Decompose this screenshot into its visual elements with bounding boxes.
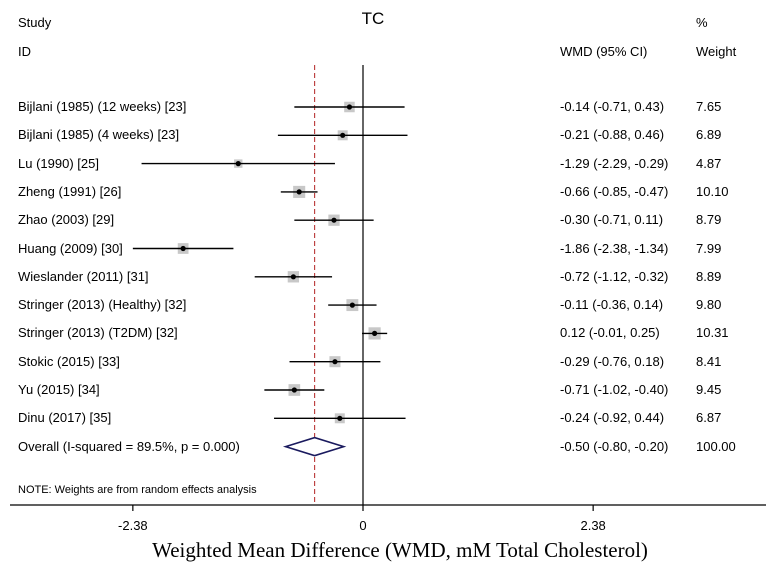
study-ci-text: -0.11 (-0.36, 0.14) <box>560 297 664 313</box>
study-label: Zhao (2003) [29] <box>18 212 115 228</box>
study-label: Wieslander (2011) [31] <box>18 268 149 284</box>
overall-weight-text: 100.00 <box>696 438 736 454</box>
study-weight-text: 10.31 <box>696 325 729 341</box>
study-ci-text: 0.12 (-0.01, 0.25) <box>560 325 660 341</box>
study-point <box>349 302 355 308</box>
study-weight-text: 8.89 <box>696 268 722 284</box>
study-ci-text: -0.24 (-0.92, 0.44) <box>560 410 665 426</box>
study-weight-text: 10.10 <box>696 183 729 199</box>
x-tick-label: -2.38 <box>118 518 148 533</box>
study-ci-text: -0.21 (-0.88, 0.46) <box>560 127 665 143</box>
header-pct: % <box>696 15 708 30</box>
header-weight: Weight <box>696 44 737 59</box>
overall-diamond <box>282 436 347 457</box>
study-label: Lu (1990) [25] <box>18 155 99 171</box>
study-ci-text: -0.29 (-0.76, 0.18) <box>560 353 665 369</box>
study-label: Bijlani (1985) (4 weeks) [23] <box>18 127 180 143</box>
study-point <box>331 217 337 223</box>
overall-label: Overall (I-squared = 89.5%, p = 0.000) <box>18 438 240 454</box>
x-tick-label: 2.38 <box>580 518 606 533</box>
x-tick-label: 0 <box>359 518 367 533</box>
study-point <box>340 132 346 138</box>
study-label: Yu (2015) [34] <box>18 382 100 397</box>
study-point <box>372 330 378 336</box>
study-point <box>180 245 186 252</box>
study-ci-text: -0.71 (-1.02, -0.40) <box>560 382 669 397</box>
study-ci-text: -0.14 (-0.71, 0.43) <box>560 99 665 114</box>
header-id: ID <box>18 44 31 59</box>
study-label: Bijlani (1985) (12 weeks) [23] <box>18 99 187 114</box>
header-study: Study <box>18 15 52 30</box>
chart-title: TC <box>361 9 385 28</box>
study-weight-text: 6.87 <box>696 410 722 426</box>
study-weight-text: 8.41 <box>696 353 722 369</box>
header-ci: WMD (95% CI) <box>560 44 648 59</box>
study-point <box>235 161 241 167</box>
study-point <box>290 274 296 280</box>
study-point <box>346 104 353 110</box>
study-label: Zheng (1991) [26] <box>18 183 122 199</box>
study-label: Stokic (2015) [33] <box>18 353 120 369</box>
study-point <box>296 189 302 195</box>
study-weight-text: 4.87 <box>696 155 722 171</box>
weights-note: NOTE: Weights are from random effects an… <box>18 484 257 496</box>
study-point <box>332 359 338 365</box>
x-axis-label: Weighted Mean Difference (WMD, mM Total … <box>152 538 648 562</box>
study-weight-text: 8.79 <box>696 212 722 228</box>
study-ci-text: -0.72 (-1.12, -0.32) <box>560 268 669 284</box>
study-ci-text: -1.86 (-2.38, -1.34) <box>560 240 669 256</box>
study-weight-text: 9.80 <box>696 297 722 313</box>
study-ci-text: -0.66 (-0.85, -0.47) <box>560 183 669 199</box>
study-ci-text: -1.29 (-2.29, -0.29) <box>560 155 669 171</box>
study-point <box>337 415 343 421</box>
study-weight-text: 6.89 <box>696 127 722 143</box>
study-ci-text: -0.30 (-0.71, 0.11) <box>560 212 664 228</box>
study-weight-text: 7.99 <box>696 240 722 256</box>
study-label: Dinu (2017) [35] <box>18 410 112 426</box>
study-label: Huang (2009) [30] <box>18 240 123 256</box>
study-label: Stringer (2013) (Healthy) [32] <box>18 297 187 313</box>
study-weight-text: 7.65 <box>696 99 722 114</box>
study-label: Stringer (2013) (T2DM) [32] <box>18 325 178 341</box>
study-point <box>291 387 297 393</box>
study-weight-text: 9.45 <box>696 382 722 397</box>
overall-ci-text: -0.50 (-0.80, -0.20) <box>560 438 669 454</box>
